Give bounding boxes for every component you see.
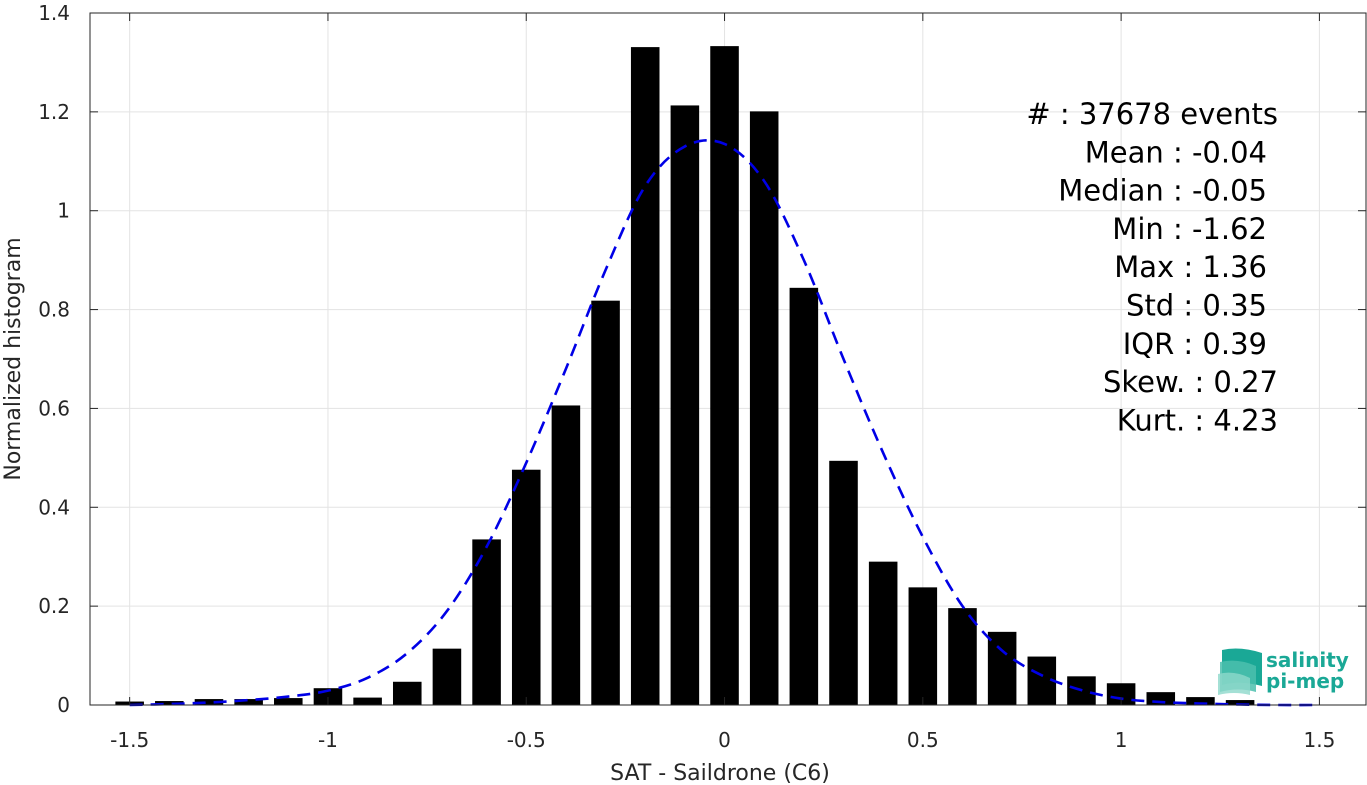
y-tick-label: 0.8 [38, 298, 70, 322]
histogram-bar [868, 561, 898, 705]
histogram-bar [392, 681, 422, 705]
x-tick-label: 0 [718, 728, 731, 752]
stats-line: Kurt. : 4.23 [1117, 403, 1278, 437]
x-tick-label: -1 [318, 728, 338, 752]
histogram-bar [829, 460, 858, 705]
x-tick-label: -1.5 [110, 728, 149, 752]
x-tick-labels: -1.5 -1 -0.5 0 0.5 1 1.5 [110, 728, 1335, 752]
histogram-bar [670, 105, 700, 706]
logo-line1: salinity [1266, 648, 1349, 672]
histogram-bar [1186, 697, 1215, 705]
y-tick-label: 0.4 [38, 495, 70, 519]
histogram-bar [432, 648, 462, 705]
histogram-bar [908, 587, 938, 705]
histogram-bar [353, 697, 382, 705]
histogram-bar [789, 287, 819, 705]
histogram-bar [274, 698, 303, 705]
histogram-bar [234, 699, 263, 705]
histogram-bar [987, 631, 1017, 705]
y-tick-label: 1 [57, 199, 70, 223]
y-tick-label: 1.4 [38, 1, 70, 25]
histogram-bar [155, 701, 184, 705]
stats-line: Min : -1.62 [1112, 212, 1267, 246]
stats-line: IQR : 0.39 [1123, 327, 1267, 361]
x-axis-label: SAT - Saildrone (C6) [610, 761, 830, 785]
histogram-bars [115, 46, 1255, 706]
axis-ticks [90, 12, 1366, 706]
x-tick-label: 1 [1115, 728, 1128, 752]
y-tick-label: 0.6 [38, 396, 70, 420]
logo-wave-icon [1218, 648, 1262, 695]
x-tick-label: -0.5 [507, 728, 546, 752]
stats-line: # : 37678 events [1026, 97, 1278, 131]
y-axis-label: Normalized histogram [1, 237, 26, 480]
histogram-bar [472, 539, 501, 705]
stats-line: Max : 1.36 [1114, 250, 1267, 284]
histogram-bar [749, 111, 779, 705]
y-tick-label: 0 [57, 693, 70, 717]
stats-line: Skew. : 0.27 [1103, 365, 1278, 399]
histogram-bar [948, 608, 977, 705]
histogram-bar [1106, 683, 1136, 705]
histogram-bar [591, 300, 620, 705]
histogram-bar [1225, 700, 1255, 705]
histogram-bar [194, 699, 224, 705]
normal-fit-curve [129, 139, 1320, 707]
x-tick-label: 1.5 [1304, 728, 1336, 752]
y-tick-label: 1.2 [38, 100, 70, 124]
stats-line: Std : 0.35 [1126, 289, 1267, 323]
logo-line2: pi-mep [1266, 669, 1344, 693]
histogram-bar [710, 46, 739, 706]
y-tick-label: 0.2 [38, 594, 70, 618]
x-tick-label: 0.5 [907, 728, 939, 752]
axes-box [89, 12, 1367, 706]
stats-line: Mean : -0.04 [1085, 135, 1267, 169]
stats-line: Median : -0.05 [1058, 174, 1267, 208]
y-tick-labels: 0 0.2 0.4 0.6 0.8 1 1.2 1.4 [38, 1, 70, 717]
histogram-bar [630, 47, 660, 705]
histogram-bar [511, 469, 541, 705]
statistics-annotation: # : 37678 events Mean : -0.04 Median : -0.… [1026, 97, 1278, 437]
salinity-pi-mep-logo: salinity pi-mep [1218, 648, 1349, 695]
histogram-bar [551, 405, 581, 705]
